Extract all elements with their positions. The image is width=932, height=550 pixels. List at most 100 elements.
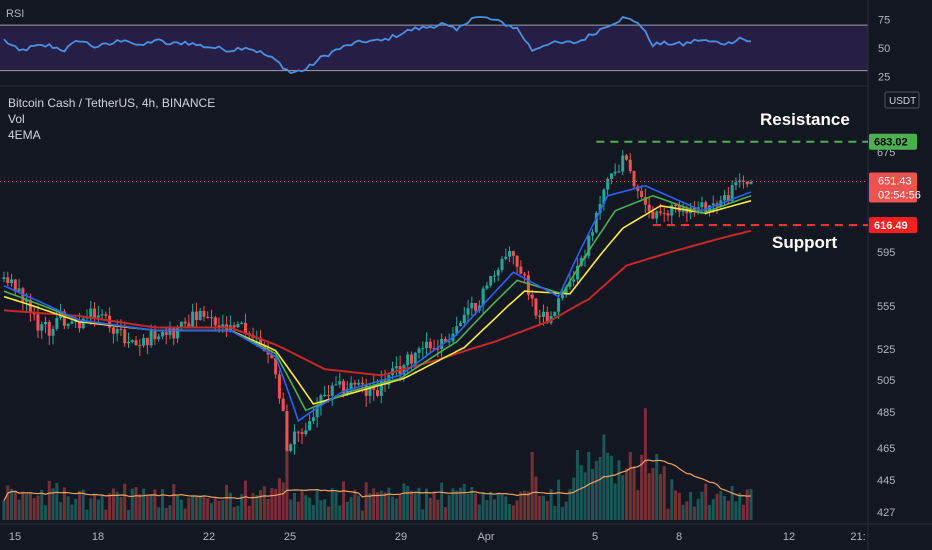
volume-bar [640,454,644,520]
volume-bar [636,490,640,520]
volume-bar [134,486,138,520]
candle [568,281,572,288]
candle [523,273,527,276]
candle [6,277,10,284]
candle [153,330,157,340]
candle [560,294,564,299]
volume-bar [583,472,587,520]
candle [198,310,202,320]
candle [730,185,734,202]
time-tick-label: 29 [395,531,407,543]
candle [81,318,85,329]
volume-indicator-label[interactable]: Vol [8,112,25,126]
candle [700,202,704,208]
candle [289,444,293,451]
volume-bar [692,506,696,520]
candle [176,327,180,339]
volume-bar [176,495,180,520]
time-tick-label: 8 [676,531,682,543]
time-tick-label: 12 [783,531,795,543]
volume-bar [36,495,40,520]
candle [417,348,421,353]
volume-bar [447,495,451,520]
candle [326,394,330,396]
candle [372,386,376,390]
candle [119,329,123,331]
rsi-ticks: 75 50 25 [878,14,890,83]
volume-bar [670,479,674,520]
resistance-price-label: 683.02 [869,133,917,150]
candle [443,338,447,343]
candle [134,340,138,346]
price-tick-label: 485 [877,407,895,419]
volume-bar [534,476,538,520]
volume-bar [51,488,55,520]
candle [749,181,753,185]
volume-bar [236,505,240,520]
currency-badge[interactable]: USDT [884,91,920,109]
candle [172,328,176,339]
volume-bar [496,493,500,520]
candle [55,317,59,329]
volume-bar [613,483,617,520]
candle [51,328,55,336]
candle [379,380,383,396]
candle [13,279,17,292]
candle [232,325,236,328]
candle [662,212,666,214]
volume-bar [213,497,217,520]
candle [613,171,617,174]
volume-bar [93,494,97,520]
candle [123,329,127,344]
volume-bar [628,452,632,520]
volume-bar [104,509,108,520]
price-tick-label: 525 [877,344,895,356]
ema-indicator-label[interactable]: 4EMA [8,128,41,142]
candle [357,382,361,385]
volume-bar [206,498,210,520]
candle [557,298,561,312]
volume-bar [228,492,232,520]
volume-bar [89,498,93,520]
volume-bar [127,509,130,520]
price-tick-label: 595 [877,247,895,259]
volume-bar [625,468,628,520]
candle [360,382,364,385]
volume-bar [338,505,342,520]
volume-bar [194,496,198,520]
volume-bar [500,494,504,520]
volume-bar [719,490,723,520]
candle [459,323,462,327]
candle [160,332,164,337]
volume-bar [304,495,308,520]
candle [723,195,727,201]
volume-bar [66,496,70,520]
symbol-title[interactable]: Bitcoin Cash / TetherUS, 4h, BINANCE [8,96,216,110]
volume-bar [259,490,263,520]
candle [183,321,187,324]
candle [296,431,300,433]
volume-bar [319,500,323,520]
candle [187,323,191,327]
volume-bar [470,487,474,520]
candle [609,173,613,179]
volume-bar [262,486,266,520]
candle [157,336,161,340]
volume-bar [59,502,63,520]
current-price-label: 651.43 02:54:56 [869,172,921,203]
volume-bar [617,460,621,520]
volume-bar [251,493,255,520]
volume-bar [591,468,595,520]
volume-bar [25,492,29,520]
volume-bar [564,501,568,520]
candle [353,382,357,385]
volume-bar [191,496,195,520]
candle [413,352,417,364]
time-tick-label: 15 [9,531,21,543]
svg-text:651.43: 651.43 [878,175,912,187]
volume-bar [266,498,270,520]
volume-bar [492,499,496,520]
candle [617,171,621,173]
rsi-tick-label: 25 [878,71,890,83]
